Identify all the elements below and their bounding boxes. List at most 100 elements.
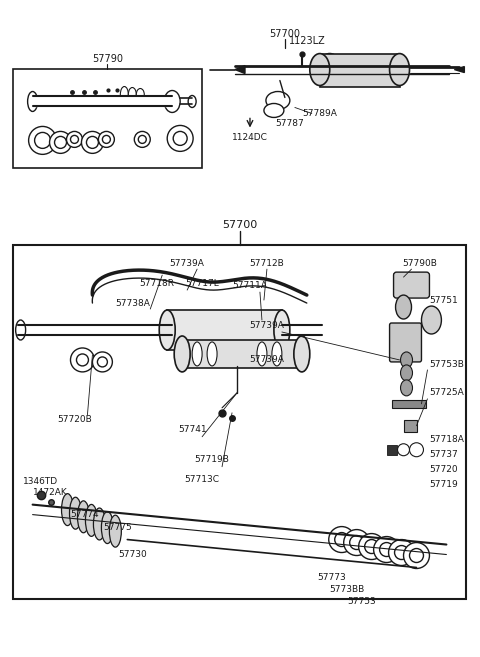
Bar <box>404 420 418 432</box>
Ellipse shape <box>318 54 342 85</box>
Ellipse shape <box>324 62 336 78</box>
Text: 57753: 57753 <box>347 597 376 606</box>
Ellipse shape <box>272 342 282 366</box>
Text: 57790B: 57790B <box>402 259 437 267</box>
Ellipse shape <box>136 89 144 101</box>
Circle shape <box>71 135 78 143</box>
Text: 57730: 57730 <box>118 550 147 559</box>
Ellipse shape <box>266 91 290 110</box>
Bar <box>167 310 282 350</box>
Text: 57700: 57700 <box>222 220 257 230</box>
Text: 57719B: 57719B <box>195 455 229 464</box>
Circle shape <box>82 131 103 153</box>
Ellipse shape <box>310 54 330 85</box>
Circle shape <box>395 545 408 560</box>
Ellipse shape <box>28 91 37 112</box>
Text: 57739A: 57739A <box>170 259 204 267</box>
Ellipse shape <box>188 95 196 108</box>
Ellipse shape <box>397 443 409 456</box>
Circle shape <box>380 543 394 556</box>
Text: 57717L: 57717L <box>185 279 219 288</box>
Ellipse shape <box>16 320 25 340</box>
Bar <box>12 245 467 599</box>
Text: 5773BB: 5773BB <box>329 585 364 594</box>
Bar <box>386 445 396 455</box>
Ellipse shape <box>400 365 412 381</box>
Text: 1124DC: 1124DC <box>232 133 268 142</box>
Ellipse shape <box>101 512 113 543</box>
Ellipse shape <box>409 443 423 457</box>
Text: 57741: 57741 <box>178 425 206 434</box>
Bar <box>320 54 399 87</box>
Text: 57718R: 57718R <box>140 279 175 288</box>
Text: 57711A: 57711A <box>232 281 267 290</box>
Text: 57787: 57787 <box>276 119 304 128</box>
Circle shape <box>335 533 348 547</box>
Ellipse shape <box>264 103 284 118</box>
Ellipse shape <box>70 497 82 529</box>
Circle shape <box>76 354 88 366</box>
Circle shape <box>329 526 355 553</box>
Text: 57720B: 57720B <box>57 415 92 424</box>
Circle shape <box>49 131 72 153</box>
Circle shape <box>102 135 110 143</box>
Ellipse shape <box>159 310 175 350</box>
Text: 57720: 57720 <box>430 465 458 474</box>
FancyBboxPatch shape <box>394 272 430 298</box>
Ellipse shape <box>109 515 121 547</box>
Ellipse shape <box>192 342 202 366</box>
Text: 57712B: 57712B <box>250 259 284 267</box>
Circle shape <box>409 549 423 562</box>
Text: 1123LZ: 1123LZ <box>289 35 326 45</box>
Circle shape <box>389 539 415 566</box>
Circle shape <box>344 530 370 556</box>
Ellipse shape <box>120 87 128 102</box>
Ellipse shape <box>174 336 190 372</box>
Circle shape <box>97 357 108 367</box>
Ellipse shape <box>85 505 97 536</box>
Text: 57753B: 57753B <box>430 361 464 369</box>
Ellipse shape <box>421 306 442 334</box>
Bar <box>12 68 202 168</box>
Circle shape <box>373 537 399 562</box>
Ellipse shape <box>207 342 217 366</box>
Text: 57718A: 57718A <box>430 436 464 444</box>
Text: 57775: 57775 <box>103 523 132 532</box>
FancyBboxPatch shape <box>390 323 421 362</box>
Ellipse shape <box>94 508 106 540</box>
Ellipse shape <box>77 501 89 533</box>
Ellipse shape <box>400 352 412 368</box>
Circle shape <box>404 543 430 568</box>
Circle shape <box>350 535 364 549</box>
Ellipse shape <box>396 295 411 319</box>
Text: 57751: 57751 <box>430 296 458 305</box>
Text: 57739A: 57739A <box>250 321 284 330</box>
Ellipse shape <box>61 493 73 526</box>
Circle shape <box>134 131 150 147</box>
Ellipse shape <box>294 336 310 372</box>
Text: 57773: 57773 <box>317 573 346 582</box>
Ellipse shape <box>164 91 180 112</box>
Circle shape <box>35 133 50 148</box>
Circle shape <box>173 131 187 145</box>
Circle shape <box>138 135 146 143</box>
Circle shape <box>67 131 83 147</box>
Text: 57719: 57719 <box>430 480 458 489</box>
Bar <box>182 340 302 368</box>
Text: 57738A: 57738A <box>115 298 150 307</box>
Circle shape <box>86 137 98 148</box>
Text: 1472AK: 1472AK <box>33 488 68 497</box>
Text: 57725A: 57725A <box>430 388 464 397</box>
Circle shape <box>98 131 114 147</box>
Circle shape <box>365 539 379 554</box>
Circle shape <box>93 352 112 372</box>
Text: 57790: 57790 <box>92 54 123 64</box>
Circle shape <box>359 533 384 560</box>
Bar <box>392 400 426 408</box>
Circle shape <box>167 125 193 151</box>
Text: 57774: 57774 <box>70 510 99 519</box>
Text: 57739A: 57739A <box>250 355 284 365</box>
Text: 57789A: 57789A <box>302 109 337 118</box>
Text: 57713C: 57713C <box>185 475 220 484</box>
Text: 57737: 57737 <box>430 450 458 459</box>
